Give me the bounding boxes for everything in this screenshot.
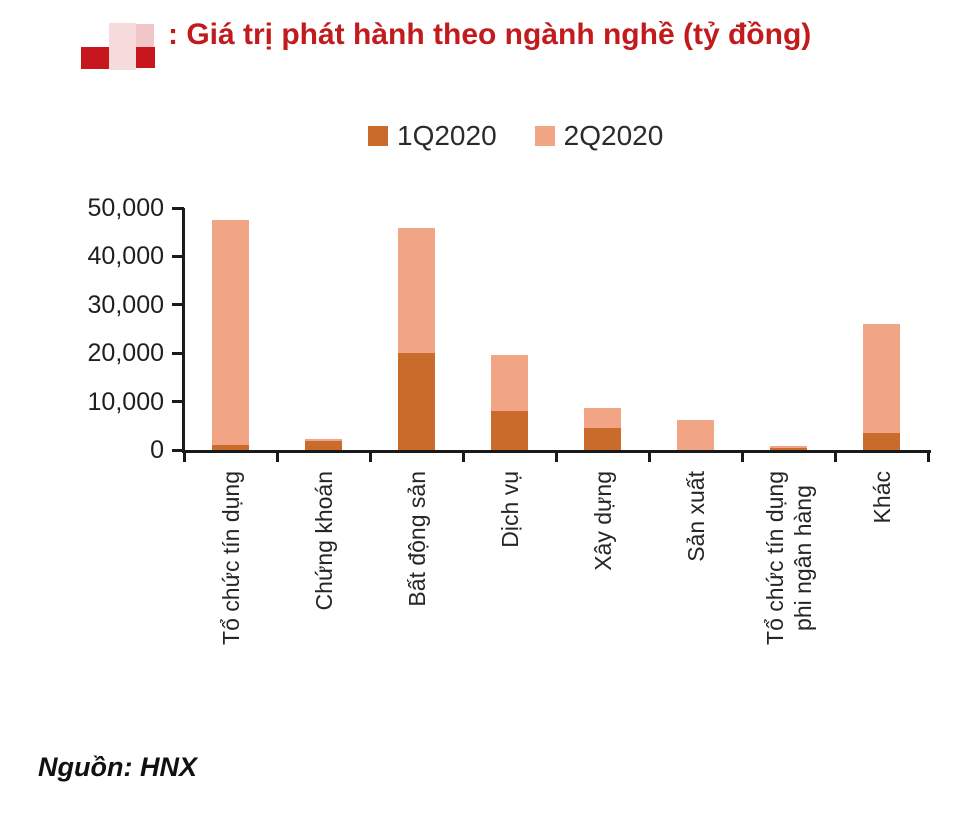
- y-axis-label: 20,000: [87, 339, 164, 368]
- legend-item-2q2020: 2Q2020: [534, 120, 664, 151]
- x-axis-tick: [462, 452, 465, 462]
- category-label-line: Chứng khoán: [310, 471, 337, 611]
- y-axis-tick: [172, 351, 184, 355]
- y-axis-label: 0: [150, 436, 164, 464]
- x-axis-line: [182, 450, 931, 453]
- category-label-line: phi ngân hàng: [789, 485, 816, 631]
- x-axis-tick: [555, 452, 558, 462]
- redacted-logo-block: [136, 24, 154, 47]
- legend-label-1q2020: 1Q2020: [397, 120, 497, 151]
- bar-segment-1q2020: [491, 411, 528, 450]
- bar-segment-2q2020: [398, 227, 435, 354]
- y-axis-tick: [172, 448, 184, 452]
- bar-segment-2q2020: [584, 407, 621, 428]
- category-label: Tổ chức tín dụng phi ngân hàng: [761, 471, 817, 645]
- source-note: Nguồn: HNX: [38, 752, 197, 782]
- category-label: Khác: [868, 471, 896, 523]
- category-label-line: Xây dựng: [589, 471, 616, 571]
- y-axis-tick: [172, 303, 184, 307]
- category-label: Tổ chức tín dụng: [217, 471, 245, 645]
- y-axis-tick: [172, 400, 184, 404]
- y-axis-tick: [172, 206, 184, 210]
- bar-segment-2q2020: [863, 323, 900, 434]
- bar-segment-2q2020: [491, 354, 528, 412]
- x-axis-tick: [276, 452, 279, 462]
- bar-segment-1q2020: [212, 445, 249, 450]
- y-axis-label: 30,000: [87, 290, 164, 319]
- bar-segment-2q2020: [677, 419, 714, 450]
- bar-segment-2q2020: [770, 446, 807, 449]
- category-label-line: Dịch vụ: [496, 471, 523, 548]
- bar-segment-2q2020: [305, 438, 342, 442]
- category-label-line: Tổ chức tín dụng: [217, 471, 244, 645]
- x-axis-tick: [183, 452, 186, 462]
- y-axis-label: 50,000: [87, 194, 164, 222]
- chart-legend: 1Q2020 2Q2020: [368, 122, 663, 150]
- category-label: Bất động sản: [403, 471, 431, 607]
- x-axis-tick: [741, 452, 744, 462]
- bar-segment-2q2020: [212, 220, 249, 446]
- x-axis-tick: [834, 452, 837, 462]
- category-label-line: Tổ chức tín dụng: [761, 471, 788, 645]
- y-axis-line: [182, 208, 185, 453]
- redacted-logo-block: [136, 47, 155, 68]
- y-axis-tick: [172, 254, 184, 258]
- bar-segment-1q2020: [863, 433, 900, 450]
- category-label-line: Bất động sản: [403, 471, 430, 607]
- redacted-logo-block: [109, 23, 136, 70]
- x-axis-tick: [369, 452, 372, 462]
- category-label: Chứng khoán: [310, 471, 338, 610]
- x-axis-tick: [648, 452, 651, 462]
- bar-segment-1q2020: [305, 441, 342, 450]
- legend-swatch-1q2020-icon: [368, 126, 388, 146]
- x-axis-tick: [927, 452, 930, 462]
- legend-label-2q2020: 2Q2020: [563, 120, 664, 151]
- category-label: Sản xuất: [682, 471, 710, 562]
- legend-item-1q2020: 1Q2020: [368, 122, 497, 150]
- category-label-line: Khác: [868, 471, 895, 524]
- bar-segment-1q2020: [770, 448, 807, 450]
- category-label: Xây dựng: [589, 471, 617, 571]
- chart-title: : Giá trị phát hành theo ngành nghề (tỷ …: [168, 18, 812, 51]
- bar-segment-1q2020: [398, 353, 435, 450]
- bar-segment-1q2020: [584, 427, 621, 450]
- y-axis-label: 10,000: [87, 387, 164, 416]
- legend-swatch-2q2020-icon: [534, 126, 555, 146]
- redacted-logo-block: [81, 47, 109, 69]
- category-label: Dịch vụ: [496, 471, 524, 548]
- category-label-line: Sản xuất: [682, 471, 709, 562]
- y-axis-label: 40,000: [87, 242, 164, 271]
